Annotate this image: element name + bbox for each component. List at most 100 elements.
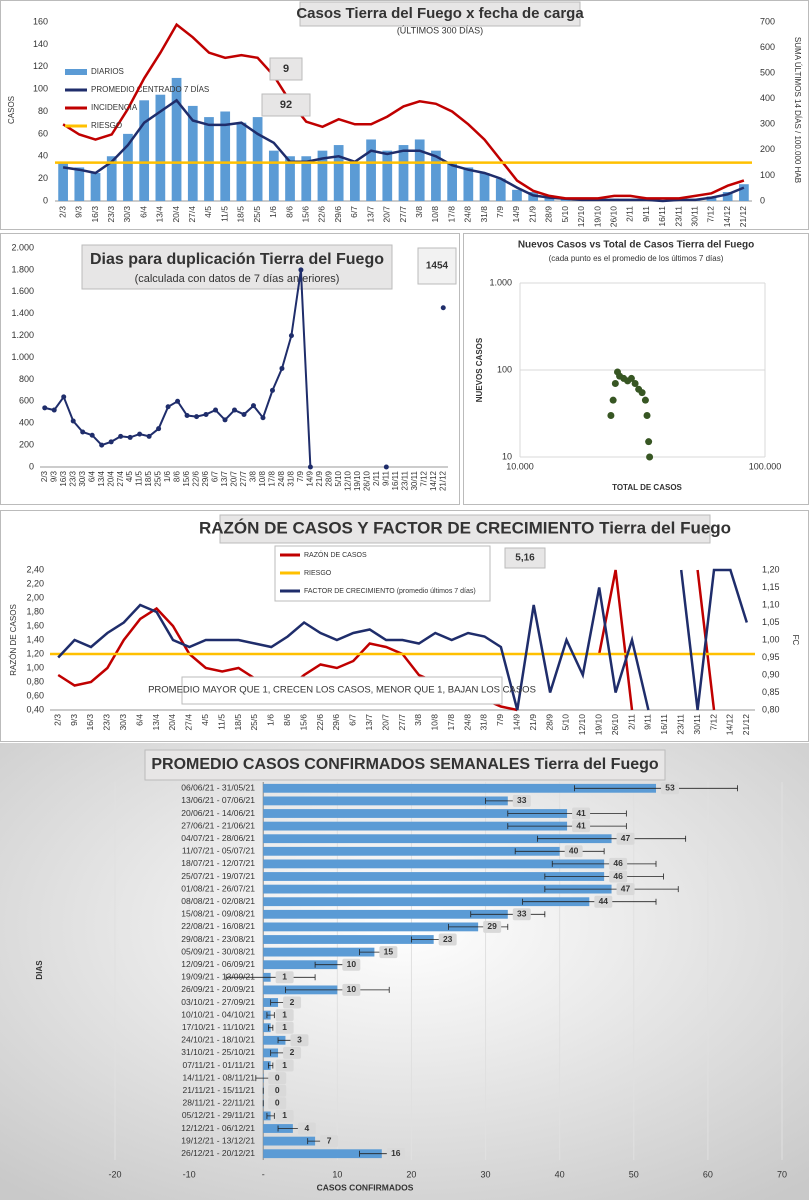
x-tick-label: 11/5 xyxy=(135,470,144,486)
category-label: 24/10/21 - 18/10/21 xyxy=(181,1035,255,1045)
x-tick-label: 26/10 xyxy=(610,714,620,736)
y-axis-label: DIAS xyxy=(35,960,44,980)
label-box xyxy=(572,807,591,820)
error-bar xyxy=(285,986,390,993)
bar xyxy=(263,796,508,806)
x-tick-label: 29/6 xyxy=(331,714,341,731)
label-box xyxy=(275,971,294,984)
data-label: 2 xyxy=(290,997,295,1007)
data-point xyxy=(137,431,143,437)
legend-label: FACTOR DE CRECIMIENTO (promedio últimos … xyxy=(304,588,476,595)
y-tick-label: 80 xyxy=(38,106,48,116)
x-tick-label: 9/3 xyxy=(49,470,58,482)
bar xyxy=(204,117,214,201)
data-label: 41 xyxy=(576,820,586,830)
x-tick-label: 4/5 xyxy=(125,470,134,482)
y-tick-label: 1,00 xyxy=(26,662,44,672)
x-tick-label: 27/7 xyxy=(239,470,248,486)
x-tick-label: 40 xyxy=(555,1169,565,1179)
y-tick-label: 0,60 xyxy=(26,690,44,700)
bar xyxy=(739,184,749,201)
bar xyxy=(263,922,479,932)
label-box xyxy=(609,870,628,883)
x-tick-label: 10.000 xyxy=(506,461,534,471)
label-box xyxy=(504,547,546,569)
x-tick-label: 16/3 xyxy=(85,714,95,731)
category-label: 11/07/21 - 05/07/21 xyxy=(182,846,255,856)
annotation: 9 xyxy=(283,63,289,75)
label-box xyxy=(661,782,680,795)
y-tick-label: 2,20 xyxy=(26,578,44,588)
data-point xyxy=(638,389,646,397)
category-label: 27/06/21 - 21/06/21 xyxy=(181,820,255,830)
bar xyxy=(263,809,568,818)
x-tick-label: 16/11 xyxy=(657,206,667,227)
data-label: 4 xyxy=(304,1123,309,1133)
label-box xyxy=(81,244,393,290)
x-tick-label: 30/11 xyxy=(692,714,702,735)
label-box xyxy=(616,883,635,896)
data-label: 33 xyxy=(517,909,527,919)
label-box xyxy=(283,1046,302,1059)
category-label: 04/07/21 - 28/06/21 xyxy=(181,833,255,843)
x-tick-label: 10/8 xyxy=(430,714,440,731)
legend-label: DIARIOS xyxy=(91,67,124,76)
bar xyxy=(155,94,166,201)
label-box xyxy=(609,857,628,870)
x-tick-label: 7/12 xyxy=(708,714,718,731)
y-tick-label: 160 xyxy=(33,16,48,26)
y-tick-label: 100 xyxy=(760,170,775,180)
category-label: 28/11/21 - 22/11/21 xyxy=(183,1098,256,1108)
data-label: 7 xyxy=(327,1135,332,1145)
category-label: 22/08/21 - 16/08/21 xyxy=(181,921,255,931)
label-box xyxy=(275,1059,294,1072)
category-label: 06/06/21 - 31/05/21 xyxy=(181,783,255,793)
x-tick-label: 4/5 xyxy=(203,206,213,218)
x-tick-label: 9/11 xyxy=(643,714,653,730)
data-label: 44 xyxy=(599,896,609,906)
bar xyxy=(187,105,198,201)
data-label: 46 xyxy=(613,858,623,868)
label-box xyxy=(268,1084,287,1097)
y-tick-label: 500 xyxy=(760,68,775,78)
x-tick-label: 10 xyxy=(332,1169,342,1179)
data-point xyxy=(611,379,619,387)
x-tick-label: 31/8 xyxy=(479,714,489,731)
legend-label: PROMEDIO CENTRADO 7 DÍAS xyxy=(91,85,209,94)
x-tick-label: 18/5 xyxy=(236,206,246,223)
legend-label: INCIDENCIA xyxy=(91,103,138,112)
x-tick-label: 14/12 xyxy=(722,206,732,228)
error-bar xyxy=(266,1012,275,1019)
y-tick-label: 0,40 xyxy=(26,704,44,714)
data-label: 10 xyxy=(347,959,357,969)
x-tick-label: 8/6 xyxy=(284,206,294,218)
chart-title: RAZÓN DE CASOS Y FACTOR DE CRECIMIENTO T… xyxy=(199,518,731,537)
data-label: 10 xyxy=(347,984,357,994)
x-tick-label: 23/11 xyxy=(400,470,409,490)
bar xyxy=(220,111,231,201)
x-tick-label: 24/8 xyxy=(462,714,472,731)
data-point xyxy=(146,433,152,439)
error-bar xyxy=(551,860,657,867)
x-tick-label: 14/9 xyxy=(306,470,315,486)
y-axis-label: RAZÓN DE CASOS xyxy=(9,604,18,676)
y-tick-label: 120 xyxy=(33,61,48,71)
data-label: 53 xyxy=(665,783,675,793)
x-tick-label: 25/5 xyxy=(154,470,163,486)
y-tick-label: 1,20 xyxy=(762,564,780,574)
error-bar xyxy=(266,1112,275,1119)
x-tick-label: 6/4 xyxy=(138,206,148,218)
x-tick-label: 16/3 xyxy=(59,470,68,486)
label-box xyxy=(275,1021,294,1034)
x-axis-label: CASOS CONFIRMADOS xyxy=(317,1182,414,1192)
data-label: 15 xyxy=(384,946,394,956)
category-label: 17/10/21 - 11/10/21 xyxy=(182,1022,255,1032)
annotation: PROMEDIO MAYOR QUE 1, CRECEN LOS CASOS, … xyxy=(148,685,536,696)
y-tick-label: 0,95 xyxy=(762,652,780,662)
label-box xyxy=(269,57,303,81)
bar xyxy=(263,1136,316,1146)
category-label: 21/11/21 - 15/11/21 xyxy=(183,1085,256,1095)
bar xyxy=(139,100,150,201)
y-tick-label: 800 xyxy=(19,374,34,384)
label-box xyxy=(274,545,491,602)
